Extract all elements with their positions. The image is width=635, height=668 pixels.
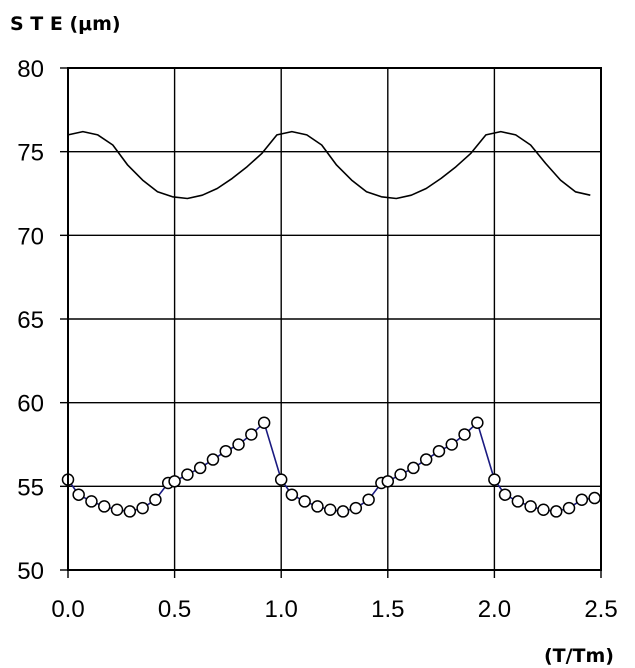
series-2-point xyxy=(285,488,299,501)
series-2-point xyxy=(362,493,375,506)
series-2-point xyxy=(419,453,433,466)
x-tick-label: 1.0 xyxy=(265,596,298,623)
x-tick-label: 1.5 xyxy=(371,596,404,623)
series-2-point xyxy=(445,438,459,451)
series-2-point xyxy=(471,416,484,429)
series-2-point xyxy=(110,503,124,517)
y-tick-labels: 50 55 60 65 70 75 80 xyxy=(17,56,44,585)
series-2-point xyxy=(575,493,589,506)
series-2-point xyxy=(97,500,111,513)
y-tick-label: 80 xyxy=(17,56,44,83)
y-tick-label: 60 xyxy=(17,391,44,418)
series-2-point xyxy=(562,501,576,515)
series-2-point xyxy=(407,461,420,475)
x-tick-label: 0.0 xyxy=(51,596,84,623)
x-tick-labels: 0.0 0.5 1.0 1.5 2.0 2.5 xyxy=(51,596,617,623)
y-tick-label: 65 xyxy=(17,307,44,334)
series-2-point xyxy=(458,428,471,441)
series-2-point xyxy=(72,488,85,501)
series-2-point xyxy=(432,444,446,458)
x-tick-label: 2.5 xyxy=(584,596,617,623)
y-tick-label: 50 xyxy=(17,558,44,585)
series-2-point xyxy=(149,493,162,506)
series-2-point xyxy=(193,461,207,475)
series-2-point xyxy=(537,503,550,517)
series-2-point xyxy=(381,475,395,488)
series-2-point xyxy=(245,428,258,441)
series-2-point xyxy=(168,475,181,488)
series-2-point xyxy=(123,505,137,518)
series-layer xyxy=(61,130,601,518)
x-tick-label: 2.0 xyxy=(478,596,511,623)
series-2-point xyxy=(549,505,563,518)
series-2-point xyxy=(524,500,537,513)
x-axis-title: (T/Tm) xyxy=(544,645,614,667)
series-2-point xyxy=(511,495,525,508)
series-2-point xyxy=(219,444,233,458)
series-2-point xyxy=(323,503,337,517)
y-tick-label: 70 xyxy=(17,223,44,250)
series-2-point xyxy=(488,473,501,486)
series-2-point xyxy=(588,491,601,505)
series-2-point xyxy=(136,501,149,515)
series-2-point xyxy=(181,468,194,481)
series-2-point xyxy=(206,453,220,466)
series-1-line xyxy=(67,130,591,200)
y-tick-label: 75 xyxy=(17,140,44,167)
x-tick-label: 0.5 xyxy=(158,596,191,623)
series-2-point xyxy=(298,495,311,508)
series-2-point xyxy=(257,416,271,429)
series-2-point xyxy=(274,473,288,486)
series-2-point xyxy=(349,501,363,515)
series-2-point xyxy=(498,488,512,501)
plot-frame xyxy=(67,67,602,571)
series-2-point xyxy=(232,438,245,451)
y-axis-title: S T E (μm) xyxy=(10,13,121,35)
series-2-point xyxy=(336,505,350,518)
series-2-point xyxy=(311,500,324,513)
y-tick-label: 55 xyxy=(17,474,44,501)
series-2-point xyxy=(394,468,407,481)
series-2-point xyxy=(85,495,98,508)
